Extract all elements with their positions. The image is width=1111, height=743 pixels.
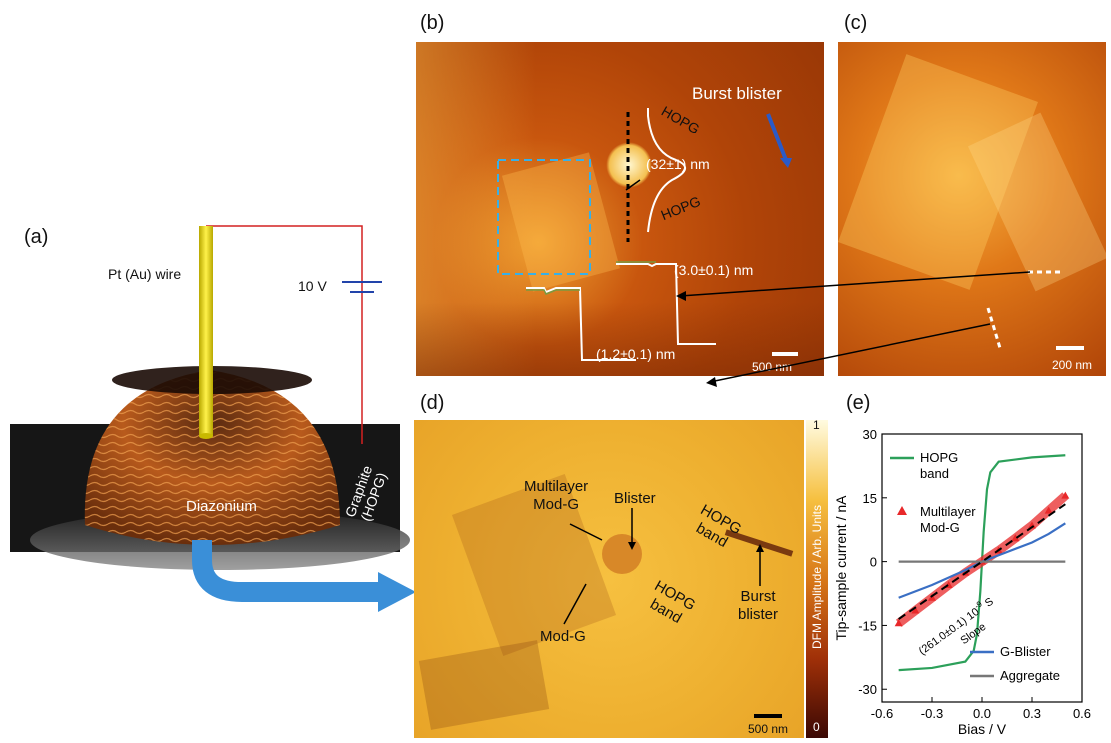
x-tick-label: -0.3 (921, 706, 943, 721)
arrow-modg (563, 583, 587, 625)
legend-label: HOPG (920, 450, 958, 465)
scale-bar-d (754, 714, 782, 718)
panel-a-label: (a) (24, 226, 49, 248)
arrow-multilayer (569, 523, 603, 541)
legend-label: G-Blister (1000, 644, 1051, 659)
wire-label: Pt (Au) wire (108, 266, 182, 282)
colorbar-max: 1 (813, 418, 820, 432)
multilayer-line1: Multilayer (524, 478, 589, 495)
scale-bar-c (1056, 346, 1084, 350)
burst-blister-arrow (766, 113, 788, 161)
blister-profile (647, 108, 686, 233)
graphite-label: Graphite (HOPG) (340, 460, 400, 540)
legend-label: Multilayer (920, 504, 976, 519)
y-tick-label: -30 (858, 682, 877, 697)
x-tick-label: 0.3 (1023, 706, 1041, 721)
panel-c-label: (c) (844, 12, 868, 34)
y-tick-label: 0 (870, 555, 877, 570)
apparatus-illustration (10, 225, 410, 570)
height-small-label: (1.2±0.1) nm (596, 346, 676, 362)
fit-line (898, 503, 1066, 620)
burst-line1: Burst (740, 588, 776, 605)
burst-blister-label: Burst blister (692, 84, 782, 103)
y-axis-label: Tip-sample current / nA (833, 495, 849, 641)
colorbar-label: DFM Amplitude / Arb. Units (810, 504, 824, 650)
panel-b-image (416, 42, 824, 376)
height-step-label: (3.0±0.1) nm (674, 262, 754, 278)
height-blister-label: (32±1) nm (646, 156, 710, 172)
legend-label: Mod-G (920, 520, 960, 535)
colorbar-min: 0 (813, 720, 820, 734)
blue-arrow-icon (192, 540, 416, 612)
scale-bar-b (772, 352, 798, 356)
zoom-box (497, 159, 591, 275)
colorbar (806, 420, 828, 738)
modg-label: Mod-G (540, 628, 586, 645)
scale-bar-b-label: 500 nm (752, 360, 793, 374)
voltage-label: 10 V (298, 278, 327, 294)
step-profile (526, 287, 636, 361)
diazonium-label: Diazonium (186, 498, 257, 515)
panel-b-label: (b) (420, 12, 445, 34)
y-tick-label: 30 (863, 427, 877, 442)
blister-label: Blister (614, 490, 656, 507)
iv-chart: -0.6 -0.3 0.0 0.3 0.6 30 15 0 -15 -30 Bias / V Tip-… (833, 427, 1091, 737)
multilayer-label: Multilayer Mod-G (524, 478, 588, 514)
panel-d-image (414, 420, 804, 738)
x-tick-label: 0.0 (973, 706, 991, 721)
y-tick-label: -15 (858, 618, 877, 633)
series-g-blister (898, 522, 1066, 599)
pt-wire (199, 226, 213, 436)
profile-line-c2 (986, 307, 1002, 349)
multilayer-line2: Mod-G (533, 496, 580, 513)
circuit-wire (206, 225, 363, 444)
burst-line2: blister (738, 606, 779, 623)
legend-label: Aggregate (1000, 668, 1060, 683)
x-tick-label: -0.6 (871, 706, 893, 721)
legend-marker (897, 506, 907, 515)
legend-label: band (920, 466, 949, 481)
y-tick-label: 15 (863, 491, 877, 506)
panel-a-apparatus (0, 200, 410, 620)
panel-d-label: (d) (420, 392, 445, 414)
x-tick-label: 0.6 (1073, 706, 1091, 721)
panel-c-image (838, 42, 1106, 376)
panel-e-label: (e) (846, 392, 871, 414)
burst-label: Burst blister (738, 588, 778, 624)
scale-bar-c-label: 200 nm (1052, 358, 1093, 372)
scale-bar-d-label: 500 nm (748, 722, 789, 736)
x-axis-label: Bias / V (958, 721, 1007, 737)
